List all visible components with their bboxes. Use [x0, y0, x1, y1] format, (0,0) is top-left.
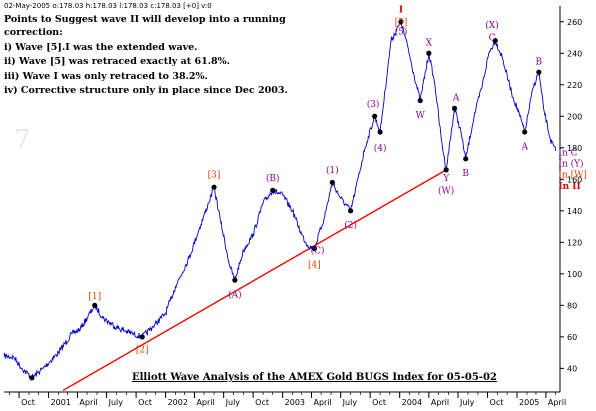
- wave-pivot-point: [232, 277, 238, 283]
- wave-pivot-point: [377, 129, 383, 135]
- wave-label: (1): [326, 165, 339, 176]
- y-tick-label: 220: [567, 81, 582, 90]
- wave-label: In (Y): [558, 159, 583, 170]
- y-tick-label: 40: [567, 364, 577, 373]
- wave-label: (X): [485, 20, 498, 31]
- wave-pivot-point: [270, 187, 276, 193]
- note-line: ii) Wave [5] was retraced exactly at 61.…: [4, 56, 230, 67]
- wave-pivot-point: [398, 19, 404, 25]
- x-tick-label: April: [79, 398, 97, 407]
- note-line: iii) Wave I was only retraced to 38.2%.: [4, 71, 208, 82]
- wave-pivot-point: [463, 156, 469, 162]
- wave-pivot-point: [92, 302, 98, 308]
- wave-label: In II: [558, 182, 580, 192]
- x-tick-label: April: [196, 398, 214, 407]
- wave-label: C: [489, 34, 496, 44]
- x-tick-label: Oct: [138, 398, 152, 407]
- wave-pivot-point: [426, 50, 432, 56]
- wave-pivot-point: [29, 375, 35, 381]
- y-tick-label: 120: [567, 238, 582, 247]
- analysis-notes: Points to Suggest wave II will develop i…: [4, 14, 288, 96]
- wave-label: [2]: [136, 346, 149, 356]
- chart-title: Elliott Wave Analysis of the AMEX Gold B…: [132, 372, 497, 383]
- y-tick-label: 80: [567, 301, 577, 310]
- trendline-layer: [62, 169, 447, 392]
- x-tick-label: Oct: [372, 398, 386, 407]
- wave-pivot-point: [536, 69, 542, 75]
- wave-label: [3]: [208, 171, 221, 181]
- x-tick-label: April: [431, 398, 449, 407]
- wave-label: (4): [374, 143, 387, 154]
- x-tick-label: 2004: [402, 398, 422, 407]
- wave-label: (5): [395, 26, 408, 37]
- wave-label-layer: [1] [2] [3] [4] (A) (B) (C) (1) (2) (3) (4) (5)[5] I…: [88, 5, 587, 355]
- wave-label: (3): [367, 99, 380, 110]
- x-tick-label: Oct: [21, 398, 35, 407]
- x-tick-label: July: [342, 398, 358, 407]
- wave-pivot-point: [372, 113, 378, 119]
- y-tick-label: 180: [567, 144, 582, 153]
- wave-pivot-point: [329, 179, 335, 186]
- y-tick-label: 160: [567, 175, 582, 184]
- y-tick-label: 60: [567, 333, 577, 342]
- y-tick-label: 200: [567, 112, 582, 121]
- wave-label: (A): [228, 289, 242, 300]
- wave-label: [4]: [308, 261, 321, 271]
- watermark-seven: 7: [14, 125, 31, 155]
- wave-label: In C: [558, 149, 577, 159]
- x-tick-label: April: [548, 398, 566, 407]
- x-tick-label: 2002: [168, 398, 188, 407]
- wave-label: Y: [442, 174, 450, 184]
- y-tick-label: 100: [567, 270, 582, 279]
- note-line: iv) Corrective structure only in place s…: [4, 85, 288, 96]
- wave-label: W: [416, 111, 426, 121]
- wave-pivot-point: [139, 334, 145, 340]
- header-ohlc-readout: 02-May-2005 o:178.03 h:178.03 l:178.03 c…: [4, 2, 212, 10]
- y-axis: 40 60 80 100 120 140 160 180 200 220 240 260: [560, 18, 582, 373]
- wave-label: I: [399, 5, 403, 15]
- y-tick-label: 140: [567, 207, 582, 216]
- wave-label: (W): [438, 185, 454, 196]
- wave-label: (B): [266, 173, 280, 184]
- x-tick-label: July: [108, 398, 124, 407]
- x-tick-label: 2001: [51, 398, 71, 407]
- x-axis: Oct 2001 April July Oct 2002 April July Oct 2003 A…: [9, 392, 566, 407]
- wave-label: In [W]: [558, 171, 587, 181]
- x-tick-label: 2005: [519, 398, 539, 407]
- wave-label: (C): [311, 245, 325, 256]
- wave-pivot-point: [522, 129, 528, 135]
- wave-pivot-point: [417, 97, 423, 104]
- wave-label: B: [536, 57, 543, 67]
- y-tick-label: 260: [567, 18, 582, 27]
- support-trendline: [62, 169, 447, 392]
- wave-label: (2): [344, 220, 357, 231]
- wave-pivot-point: [443, 167, 449, 173]
- x-tick-label: 2003: [285, 398, 305, 407]
- wave-label: B: [462, 169, 469, 179]
- note-line: correction:: [4, 27, 63, 38]
- x-tick-label: Oct: [490, 398, 504, 407]
- note-line: i) Wave [5].I was the extended wave.: [4, 42, 197, 53]
- wave-pivot-point: [492, 38, 498, 44]
- wave-pivot-point: [211, 184, 217, 190]
- wave-label: [5]: [395, 18, 408, 28]
- wave-pivot-point: [451, 105, 458, 112]
- svg-text:7: 7: [14, 125, 31, 155]
- x-tick-label: April: [313, 398, 331, 407]
- wave-pivot-point: [311, 246, 317, 252]
- wave-label: [1]: [88, 292, 101, 302]
- x-tick-label: July: [459, 398, 475, 407]
- pivot-layer: [29, 19, 542, 381]
- y-tick-label: 240: [567, 49, 582, 58]
- note-line: Points to Suggest wave II will develop i…: [4, 14, 286, 25]
- x-tick-label: Oct: [255, 398, 269, 407]
- wave-label: X: [426, 38, 433, 48]
- x-tick-label: July: [225, 398, 241, 407]
- wave-pivot-point: [348, 208, 354, 214]
- wave-label: A: [452, 94, 460, 104]
- wave-label: A: [520, 142, 528, 152]
